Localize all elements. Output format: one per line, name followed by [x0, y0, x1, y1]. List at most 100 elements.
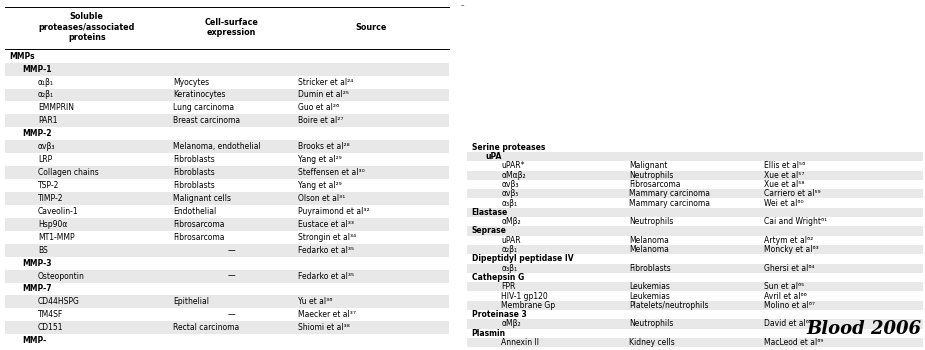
Text: Mammary carcinoma: Mammary carcinoma	[629, 198, 710, 208]
Text: Brooks et al²⁸: Brooks et al²⁸	[298, 142, 350, 151]
Text: Leukemias: Leukemias	[629, 282, 670, 291]
Text: Stricker et al²⁴: Stricker et al²⁴	[298, 78, 353, 86]
Text: —: —	[228, 272, 235, 281]
Text: Myocytes: Myocytes	[173, 78, 209, 86]
Text: FPR: FPR	[501, 282, 516, 291]
Text: Shiomi et al³⁸: Shiomi et al³⁸	[298, 323, 350, 332]
Text: αMβ₂: αMβ₂	[501, 320, 521, 328]
Bar	[5, 321, 449, 334]
Text: MMP-7: MMP-7	[22, 285, 52, 294]
Text: α₂β₁: α₂β₁	[501, 245, 517, 254]
Text: Platelets/neutrophils: Platelets/neutrophils	[629, 301, 709, 310]
Text: Neutrophils: Neutrophils	[629, 320, 673, 328]
Text: Fibrosarcoma: Fibrosarcoma	[173, 220, 225, 229]
Bar	[5, 63, 449, 76]
Bar	[5, 244, 449, 257]
Text: —: —	[228, 310, 235, 319]
Text: CD151: CD151	[38, 323, 64, 332]
Text: Eustace et al³³: Eustace et al³³	[298, 220, 353, 229]
Text: Source: Source	[355, 23, 387, 32]
Text: MMP-1: MMP-1	[22, 65, 52, 74]
Text: TIMP-2: TIMP-2	[38, 194, 64, 203]
Text: Molino et al⁶⁷: Molino et al⁶⁷	[763, 301, 814, 310]
Text: uPAR: uPAR	[501, 236, 521, 245]
Bar	[5, 270, 449, 282]
Text: David et al⁶⁸: David et al⁶⁸	[763, 320, 811, 328]
Text: Fedarko et al³⁵: Fedarko et al³⁵	[298, 272, 353, 281]
Text: Puyraimond et al³²: Puyraimond et al³²	[298, 207, 369, 216]
Text: –: –	[461, 2, 464, 8]
Text: Cell-surface
expression: Cell-surface expression	[204, 18, 258, 37]
Text: Fedarko et al³⁵: Fedarko et al³⁵	[298, 246, 353, 255]
Text: Neutrophils: Neutrophils	[629, 217, 673, 226]
Text: αvβ₅: αvβ₅	[501, 189, 519, 198]
Text: Neutrophils: Neutrophils	[629, 171, 673, 180]
Bar	[5, 89, 449, 101]
Text: TM4SF: TM4SF	[38, 310, 63, 319]
Bar	[467, 189, 923, 198]
Text: Melanoma: Melanoma	[629, 245, 669, 254]
Text: LRP: LRP	[38, 155, 52, 164]
Text: α₂β₁: α₂β₁	[38, 90, 54, 99]
Text: MMP-: MMP-	[22, 336, 46, 345]
Bar	[5, 114, 449, 127]
Text: MMP-2: MMP-2	[22, 129, 52, 138]
Text: Yang et al²⁹: Yang et al²⁹	[298, 155, 341, 164]
Text: Artym et al⁶²: Artym et al⁶²	[763, 236, 813, 245]
Bar	[467, 226, 923, 236]
Text: Soluble
proteases/associated
proteins: Soluble proteases/associated proteins	[39, 12, 135, 42]
Text: Sun et al⁶⁵: Sun et al⁶⁵	[763, 282, 804, 291]
Text: Avril et al⁶⁶: Avril et al⁶⁶	[763, 292, 807, 301]
Text: Membrane Gp: Membrane Gp	[501, 301, 555, 310]
Text: Seprase: Seprase	[472, 226, 507, 236]
Text: Endothelial: Endothelial	[173, 207, 216, 216]
Text: Cathepsin G: Cathepsin G	[472, 273, 524, 282]
Bar	[467, 338, 923, 347]
Text: Rectal carcinoma: Rectal carcinoma	[173, 323, 240, 332]
Text: Cai and Wright⁶¹: Cai and Wright⁶¹	[763, 217, 827, 226]
Text: Malignant cells: Malignant cells	[173, 194, 231, 203]
Text: Fibrosarcoma: Fibrosarcoma	[173, 233, 225, 242]
Text: Xue et al⁵⁷: Xue et al⁵⁷	[763, 171, 804, 180]
Text: CD44HSPG: CD44HSPG	[38, 298, 80, 307]
Text: Guo et al²⁶: Guo et al²⁶	[298, 103, 339, 112]
Text: α₃β₁: α₃β₁	[501, 264, 517, 273]
Text: MMP-3: MMP-3	[22, 259, 52, 268]
Text: MacLeod et al⁶⁹: MacLeod et al⁶⁹	[763, 338, 823, 347]
Text: TSP-2: TSP-2	[38, 181, 59, 190]
Text: αMαβ₂: αMαβ₂	[501, 171, 526, 180]
Bar	[5, 166, 449, 179]
Bar	[467, 319, 923, 329]
Text: Yu et al³⁶: Yu et al³⁶	[298, 298, 332, 307]
Text: Xue et al⁵⁸: Xue et al⁵⁸	[763, 180, 804, 189]
Text: Lung carcinoma: Lung carcinoma	[173, 103, 234, 112]
Text: Fibroblasts: Fibroblasts	[629, 264, 671, 273]
Text: αvβ₃: αvβ₃	[501, 180, 519, 189]
Text: uPA: uPA	[486, 152, 501, 161]
Bar	[467, 301, 923, 310]
Text: α₁β₁: α₁β₁	[38, 78, 54, 86]
Bar	[467, 282, 923, 292]
Text: Collagen chains: Collagen chains	[38, 168, 99, 177]
Text: αvβ₃: αvβ₃	[38, 142, 56, 151]
Text: Plasmin: Plasmin	[472, 329, 506, 338]
Text: uPAR*: uPAR*	[501, 161, 524, 170]
Text: Leukemias: Leukemias	[629, 292, 670, 301]
Text: Fibroblasts: Fibroblasts	[173, 155, 216, 164]
Bar	[467, 208, 923, 217]
Bar	[467, 170, 923, 180]
Text: Elastase: Elastase	[472, 208, 508, 217]
Text: Caveolin-1: Caveolin-1	[38, 207, 79, 216]
Text: Wei et al⁶⁰: Wei et al⁶⁰	[763, 198, 803, 208]
Text: EMMPRIN: EMMPRIN	[38, 103, 74, 112]
Bar	[5, 295, 449, 308]
Text: Boire et al²⁷: Boire et al²⁷	[298, 116, 343, 125]
Text: HIV-1 gp120: HIV-1 gp120	[501, 292, 549, 301]
Text: Olson et al³¹: Olson et al³¹	[298, 194, 345, 203]
Text: Fibroblasts: Fibroblasts	[173, 181, 216, 190]
Bar	[467, 245, 923, 254]
Text: MMPs: MMPs	[9, 52, 35, 61]
Text: Strongin et al³⁴: Strongin et al³⁴	[298, 233, 356, 242]
Text: MT1-MMP: MT1-MMP	[38, 233, 75, 242]
Text: Ellis et al⁵⁶: Ellis et al⁵⁶	[763, 161, 805, 170]
